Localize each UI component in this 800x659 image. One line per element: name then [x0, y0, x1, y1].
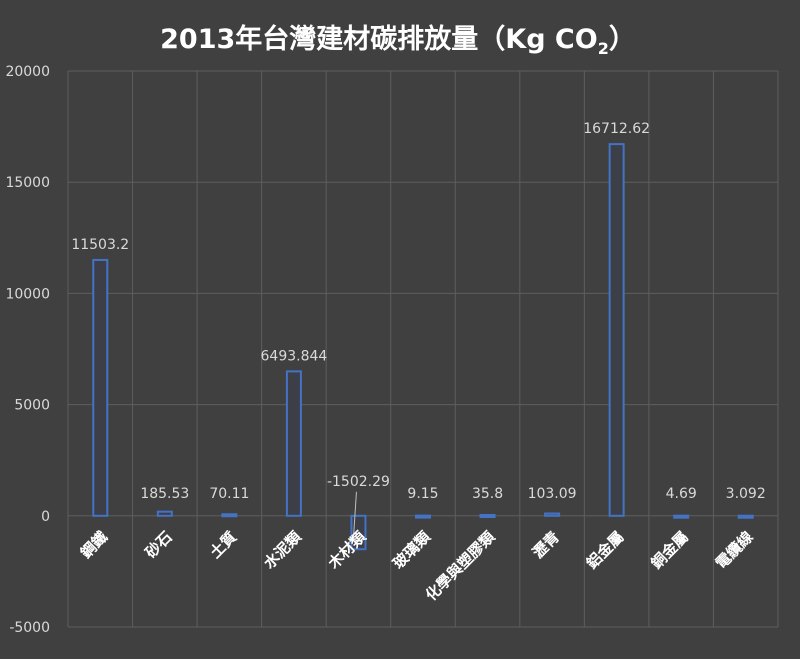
data-label: 35.8	[472, 486, 503, 502]
y-tick-label: 10000	[5, 286, 50, 302]
bar	[737, 514, 754, 519]
y-tick-label: 15000	[5, 175, 50, 191]
category-label: 砂石	[142, 528, 176, 562]
data-label: 70.11	[209, 486, 249, 502]
y-tick-label: 5000	[14, 398, 50, 414]
chart-title-main: 2013年台灣建材碳排放量（Kg CO	[160, 23, 598, 55]
bar	[92, 258, 109, 517]
data-label-leader	[352, 491, 357, 538]
data-label: 103.09	[528, 486, 577, 502]
chart-title-subscript: 2	[598, 39, 609, 58]
category-label: 化學與塑膠類	[422, 527, 499, 604]
y-tick-label: 20000	[5, 64, 50, 80]
bar	[221, 513, 238, 518]
category-label: 玻璃類	[389, 527, 434, 572]
bar	[673, 514, 690, 519]
category-label: 瀝青	[529, 528, 563, 562]
category-label: 土質	[206, 528, 240, 562]
category-label: 水泥類	[260, 527, 305, 572]
bar	[479, 514, 496, 519]
bar	[415, 514, 431, 519]
data-label: -1502.29	[327, 474, 390, 490]
data-label: 3.092	[726, 486, 766, 502]
data-label: 9.15	[407, 486, 438, 502]
y-tick-label: -5000	[9, 620, 50, 636]
chart-title: 2013年台灣建材碳排放量（Kg CO2）	[160, 23, 636, 58]
data-label: 16712.62	[583, 121, 650, 137]
bar	[285, 370, 302, 517]
data-label: 185.53	[140, 486, 189, 502]
data-label: 4.69	[666, 486, 697, 502]
bars	[92, 143, 754, 551]
y-tick-label: 0	[41, 509, 50, 525]
bar	[608, 143, 625, 517]
category-label: 鋁金屬	[583, 528, 628, 573]
data-label: 6493.844	[261, 348, 328, 364]
data-labels: 11503.2 185.53 70.11 6493.844 -1502.29 9.15 35…	[71, 121, 766, 538]
category-label: 電纜線	[712, 528, 757, 573]
bar	[350, 514, 367, 551]
grid-lines	[67, 70, 779, 628]
data-label: 11503.2	[71, 237, 129, 253]
y-axis-ticks: 20000 15000 10000 5000 0 -5000	[5, 64, 50, 636]
category-label: 銅金屬	[647, 528, 692, 573]
bar	[156, 510, 173, 517]
bar	[544, 512, 561, 517]
category-label: 鋼鐵	[76, 528, 111, 563]
chart-title-suffix: ）	[609, 24, 636, 55]
